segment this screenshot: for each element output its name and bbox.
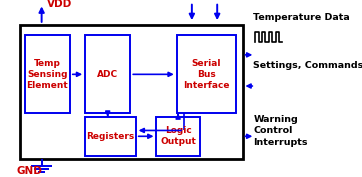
Text: ADC: ADC [97, 70, 118, 79]
Text: GND: GND [16, 166, 42, 176]
Bar [85, 117, 136, 156]
Text: Warning
Control
Interrupts: Warning Control Interrupts [253, 115, 308, 147]
Text: Logic
Output: Logic Output [160, 126, 196, 146]
Text: Temp
Sensing
Element: Temp Sensing Element [26, 59, 68, 90]
Bar [20, 25, 243, 159]
Bar [156, 117, 200, 156]
Bar [25, 35, 70, 113]
Text: Settings, Commands: Settings, Commands [253, 61, 362, 70]
Text: Registers: Registers [86, 132, 135, 141]
Text: Serial
Bus
Interface: Serial Bus Interface [183, 59, 230, 90]
Text: VDD: VDD [47, 0, 72, 8]
Bar [177, 35, 236, 113]
Text: Temperature Data: Temperature Data [253, 13, 350, 22]
Bar [85, 35, 130, 113]
